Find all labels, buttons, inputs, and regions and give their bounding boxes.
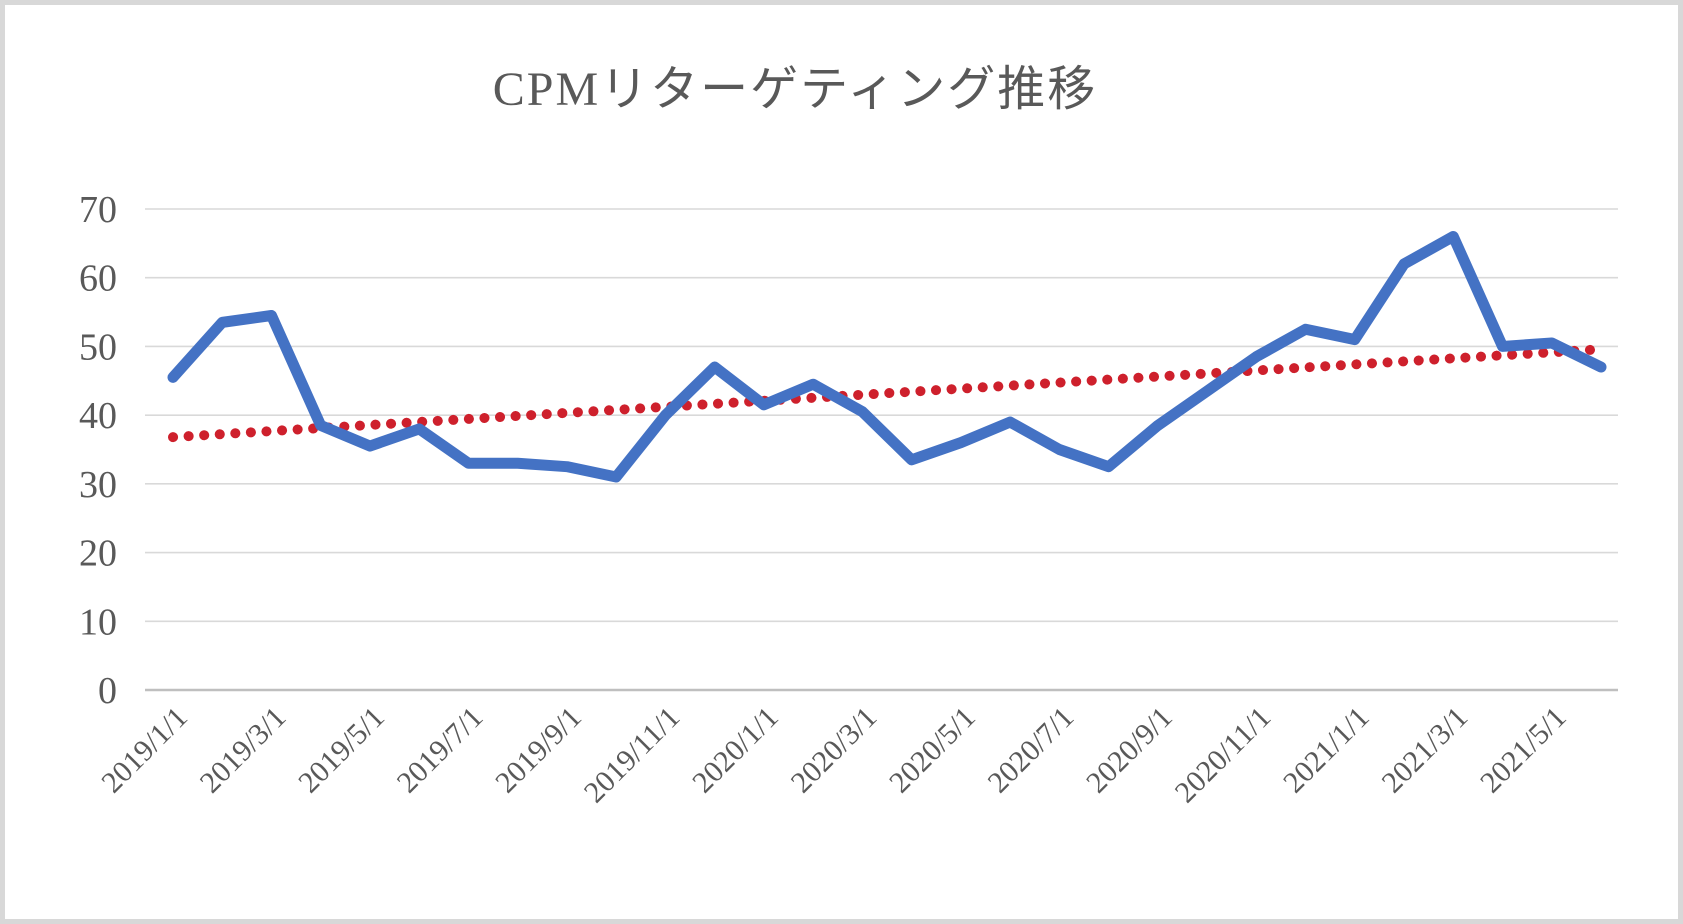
y-tick-label: 40 [79,395,117,437]
y-tick-label: 20 [79,533,117,575]
y-tick-label: 60 [79,258,117,300]
x-tick-label: 2019/3/1 [194,701,293,800]
y-tick-label: 70 [79,189,117,231]
x-tick-label: 2020/7/1 [982,701,1081,800]
x-tick-label: 2020/1/1 [686,701,785,800]
x-tick-label: 2020/3/1 [785,701,884,800]
y-tick-label: 10 [79,601,117,643]
x-tick-label: 2021/1/1 [1277,701,1376,800]
chart-title: CPMリターゲティング推移 [492,63,1098,116]
x-tick-label: 2021/5/1 [1474,701,1573,800]
x-tick-label: 2019/7/1 [391,701,490,800]
y-gridlines [145,208,1618,692]
x-tick-label: 2020/5/1 [883,701,982,800]
x-tick-label: 2020/9/1 [1080,701,1179,800]
x-tick-label: 2019/5/1 [292,701,391,800]
y-tick-label: 0 [98,670,117,712]
cpm-series-line [167,230,1607,483]
y-tick-label: 30 [79,464,117,506]
x-tick-label: 2019/11/1 [578,701,687,810]
x-tick-label: 2020/11/1 [1169,701,1278,810]
x-tick-label: 2021/3/1 [1375,701,1474,800]
x-tick-label: 2019/9/1 [489,701,588,800]
y-tick-label: 50 [79,326,117,368]
trendline-dotted [168,344,1596,443]
x-axis-labels: 2019/1/1 2019/3/1 2019/5/1 2019/7/1 2019/9/1… [95,701,1573,810]
x-tick-label: 2019/1/1 [95,701,194,800]
y-axis-labels: 0 10 20 30 40 50 60 70 [79,189,117,712]
